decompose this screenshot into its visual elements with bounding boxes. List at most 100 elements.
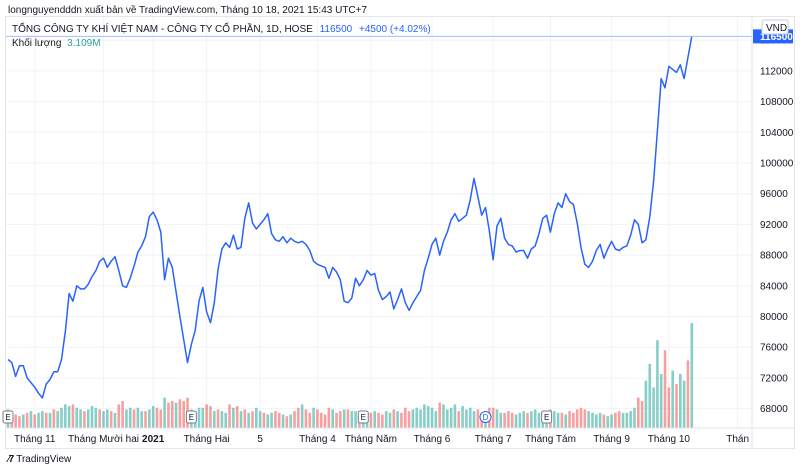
volume-bar: [598, 412, 602, 428]
volume-bar: [98, 409, 101, 428]
volume-bar: [323, 414, 327, 428]
volume-bar: [285, 416, 289, 428]
volume-bar: [495, 409, 499, 428]
volume-bar: [465, 409, 468, 428]
volume-bar: [591, 412, 594, 428]
volume-bar: [258, 411, 262, 428]
volume-bar: [247, 412, 250, 428]
time-tick-label: Tháng Hai: [184, 434, 230, 445]
time-tick-label: Tháng 7: [475, 434, 512, 445]
volume-bar: [209, 406, 212, 428]
volume-bar: [430, 407, 434, 428]
volume-bar: [419, 409, 422, 428]
volume-bar: [106, 409, 109, 428]
volume-bar: [228, 404, 231, 428]
volume-bar: [403, 407, 407, 428]
volume-bar: [423, 404, 426, 428]
volume-bar: [526, 412, 529, 428]
volume-bar: [583, 409, 587, 428]
volume-bar: [552, 411, 556, 428]
volume-bar: [610, 414, 613, 428]
time-tick-label: Tháng Năm: [345, 434, 397, 445]
volume-bar: [33, 414, 37, 428]
volume-bar: [86, 409, 90, 428]
volume-bar: [522, 411, 525, 428]
volume-bar: [617, 411, 621, 428]
volume-bar: [94, 407, 98, 428]
earnings-marker-label: E: [544, 413, 549, 422]
volume-bar: [339, 411, 342, 428]
volume-bar: [461, 406, 464, 428]
volume-bar: [197, 407, 201, 428]
tradingview-logo[interactable]: ⁄7 TradingView: [8, 454, 71, 465]
earnings-marker-shape: [2, 410, 14, 424]
volume-bar: [83, 411, 86, 428]
time-axis[interactable]: Tháng 11 Tháng Mười hai 2021 Tháng Hai 5 Thán…: [6, 427, 795, 445]
volume-bar: [262, 412, 266, 428]
volume-bar: [41, 411, 44, 428]
earnings-marker-shape: [357, 410, 369, 424]
volume-bar: [113, 412, 117, 428]
volume-bar: [18, 416, 21, 428]
price-tick-label: 76000: [760, 343, 788, 354]
volume-bar: [79, 409, 82, 428]
volume-bar: [56, 411, 59, 428]
time-tick-label: 2021: [142, 434, 165, 445]
volume-bar: [446, 409, 449, 428]
volume-bar: [60, 407, 63, 428]
volume-bar: [564, 414, 568, 428]
volume-bar: [232, 407, 235, 428]
volume-bar: [377, 412, 380, 428]
volume-bar: [373, 411, 377, 428]
volume-bar: [277, 412, 281, 428]
volume-bar: [151, 406, 155, 428]
volume-bar: [128, 407, 132, 428]
volume-bar: [170, 400, 174, 428]
volume-bar: [667, 387, 671, 428]
volume-bar: [575, 409, 579, 428]
volume-bar: [21, 414, 25, 428]
volume-bar: [633, 407, 636, 428]
price-axis[interactable]: 68000 72000 76000 80000 84000 88000 92000 96000…: [751, 17, 794, 448]
current-price-tag-label: 116500: [760, 32, 793, 43]
volume-bar: [52, 409, 56, 428]
volume-bar: [392, 409, 396, 428]
volume-bar: [369, 412, 373, 428]
volume-bar: [308, 412, 312, 428]
volume-bar: [560, 412, 564, 428]
volume-bar: [381, 414, 384, 428]
volume-bars: [6, 323, 694, 428]
currency-box: VND: [761, 19, 789, 35]
volume-bar: [255, 407, 258, 428]
volume-bar: [659, 373, 663, 428]
volume-bar: [606, 416, 610, 428]
time-tick-label: Tháng Tám: [525, 434, 576, 445]
volume-bar: [644, 380, 648, 428]
volume-bar: [312, 407, 315, 428]
time-tick-label: Thán: [726, 434, 749, 445]
symbol-legend: TỔNG CÔNG TY KHÍ VIỆT NAM - CÔNG TY CỔ P…: [12, 24, 431, 35]
volume-bar: [109, 411, 113, 428]
volume-bar: [384, 411, 388, 428]
volume-bar: [346, 409, 350, 428]
volume-bar: [572, 412, 575, 428]
publisher-line: longnguyendddn xuất bản về TradingView.c…: [8, 5, 368, 16]
volume-bar: [71, 404, 75, 428]
volume-bar: [155, 407, 159, 428]
volume-bar: [167, 402, 170, 428]
tradingview-brand: TradingView: [16, 454, 72, 465]
chart-frame: [5, 16, 795, 449]
currency-label: VND: [766, 23, 787, 34]
volume-bar: [159, 409, 163, 428]
volume-bar: [637, 397, 640, 428]
volume-bar: [163, 397, 166, 428]
volume-bar: [621, 412, 625, 428]
volume-bar: [438, 402, 441, 428]
volume-bar: [327, 407, 331, 428]
currency-box-frame: [761, 19, 789, 35]
volume-bar: [270, 412, 273, 428]
time-tick-label: Tháng 6: [414, 434, 451, 445]
earnings-marker-shape: [541, 410, 553, 424]
volume-bar: [140, 411, 143, 428]
